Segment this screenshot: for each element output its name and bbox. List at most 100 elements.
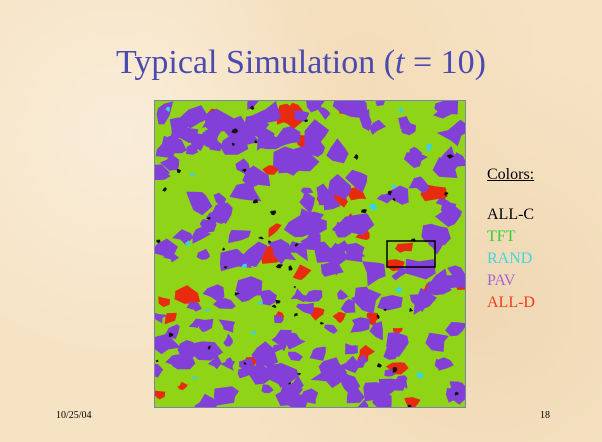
all-c-cell: [267, 240, 272, 244]
color-legend: Colors: ALL-C TFT RAND PAV ALL-D: [487, 164, 535, 314]
pav-region: [213, 386, 239, 406]
pav-region: [293, 110, 310, 122]
all-c-cell: [162, 187, 167, 192]
pav-region: [163, 250, 179, 263]
pav-region: [445, 322, 465, 337]
pav-region: [155, 333, 181, 355]
all-c-cell: [454, 391, 459, 396]
pav-region: [447, 265, 465, 282]
pav-region: [436, 119, 465, 147]
pav-region: [341, 373, 361, 396]
legend-item-all-c: ALL-C: [487, 206, 535, 223]
all-d-region: [310, 307, 325, 321]
pav-region: [327, 262, 341, 276]
pav-region: [242, 165, 271, 188]
pav-region: [338, 355, 360, 374]
pav-region: [165, 324, 180, 340]
pav-region: [172, 354, 196, 370]
pav-region: [383, 185, 409, 205]
pav-region: [404, 258, 436, 280]
pav-region: [425, 279, 452, 296]
rand-cell: [395, 287, 403, 293]
pav-region: [237, 366, 252, 379]
pav-region: [290, 288, 308, 303]
all-c-cells: [155, 105, 459, 407]
pav-region: [242, 115, 270, 138]
all-c-cell: [156, 239, 161, 244]
rand-cell: [257, 301, 263, 305]
pav-region: [213, 192, 227, 210]
pav-region: [177, 340, 198, 358]
pav-region: [340, 299, 356, 313]
simulation-grid-image: [154, 100, 466, 408]
pav-region: [384, 369, 397, 377]
pav-region: [186, 191, 213, 216]
all-d-region: [347, 186, 367, 201]
pav-region: [247, 101, 259, 110]
pav-region: [435, 203, 463, 227]
pav-region: [251, 341, 279, 367]
pav-region: [391, 265, 407, 281]
all-d-region: [368, 313, 380, 327]
all-c-cell: [294, 313, 298, 317]
pav-region: [302, 290, 323, 302]
slide-page-number: 18: [540, 410, 550, 421]
pav-region: [235, 276, 263, 296]
pav-region: [362, 261, 386, 287]
pav-region: [376, 192, 394, 204]
all-c-cell: [252, 199, 259, 204]
all-c-cell: [407, 404, 412, 407]
all-c-cell: [249, 105, 255, 110]
all-c-cell: [288, 265, 293, 271]
all-c-cell: [155, 359, 159, 363]
pav-region: [264, 363, 293, 389]
all-c-cell: [241, 168, 247, 173]
all-d-region: [158, 296, 171, 308]
legend-heading: Colors:: [487, 166, 535, 183]
legend-item-rand: RAND: [487, 250, 533, 267]
all-c-cell: [388, 190, 393, 196]
pav-region: [337, 289, 349, 300]
pav-region: [278, 158, 303, 174]
all-c-cell: [231, 128, 239, 134]
pav-region: [341, 101, 368, 119]
pav-region: [280, 381, 292, 396]
pav-region: [155, 135, 178, 159]
pav-regions: [155, 101, 465, 407]
all-c-cell: [392, 198, 396, 202]
pav-region: [322, 242, 348, 265]
legend-item-pav: PAV: [487, 272, 516, 289]
highlight-box: [386, 240, 436, 268]
pav-region: [208, 136, 222, 152]
pav-region: [386, 332, 409, 357]
pav-region: [332, 101, 349, 113]
all-c-cell: [446, 154, 454, 159]
pav-region: [275, 378, 304, 406]
pav-region: [299, 191, 315, 214]
pav-region: [274, 315, 284, 324]
all-d-region: [164, 312, 177, 325]
pav-region: [271, 329, 292, 352]
pav-region: [425, 332, 449, 352]
rand-cell: [184, 240, 191, 246]
rand-cells: [165, 106, 433, 380]
title-prefix: Typical Simulation (: [116, 44, 396, 81]
pav-region: [345, 169, 368, 193]
pav-region: [306, 101, 322, 113]
all-c-cell: [176, 168, 182, 174]
all-c-cell: [168, 332, 174, 338]
pav-region: [324, 324, 338, 334]
legend-item-all-d: ALL-D: [487, 294, 535, 311]
pav-region: [199, 218, 217, 233]
rand-cell: [416, 372, 424, 380]
pav-region: [304, 119, 330, 147]
pav-region: [251, 101, 282, 124]
all-c-cell: [383, 308, 387, 311]
pav-region: [378, 378, 406, 397]
pav-region: [218, 319, 236, 333]
all-d-region: [332, 311, 347, 323]
pav-region: [285, 241, 315, 262]
all-c-cell: [258, 236, 264, 240]
all-c-cell: [271, 304, 277, 309]
